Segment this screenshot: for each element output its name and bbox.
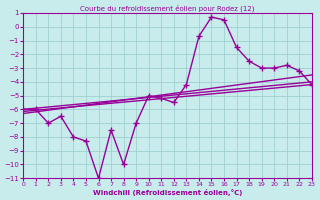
X-axis label: Windchill (Refroidissement éolien,°C): Windchill (Refroidissement éolien,°C) [93,189,242,196]
Title: Courbe du refroidissement éolien pour Rodez (12): Courbe du refroidissement éolien pour Ro… [80,4,255,12]
